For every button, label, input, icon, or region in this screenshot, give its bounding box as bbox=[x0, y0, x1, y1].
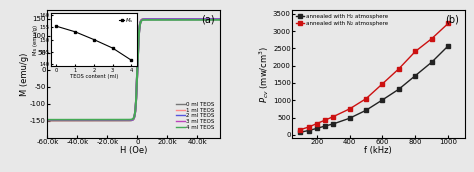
0 ml TEOS bbox=[66, 120, 72, 122]
Line: annealed with H₂ atmosphere: annealed with H₂ atmosphere bbox=[298, 44, 450, 134]
Line: 0 ml TEOS: 0 ml TEOS bbox=[47, 19, 220, 121]
0 ml TEOS bbox=[100, 120, 106, 122]
annealed with H₂ atmosphere bbox=[363, 109, 369, 111]
annealed with H₂ atmosphere bbox=[330, 123, 336, 125]
0 ml TEOS bbox=[187, 18, 193, 20]
annealed with N₂ atmosphere bbox=[306, 126, 311, 128]
1 ml TEOS bbox=[100, 119, 106, 121]
X-axis label: f (kHz): f (kHz) bbox=[365, 146, 392, 155]
Text: (a): (a) bbox=[201, 14, 215, 24]
annealed with H₂ atmosphere bbox=[347, 117, 353, 119]
annealed with H₂ atmosphere bbox=[412, 75, 418, 77]
annealed with N₂ atmosphere bbox=[363, 98, 369, 100]
2 ml TEOS bbox=[197, 18, 203, 20]
annealed with H₂ atmosphere bbox=[298, 131, 303, 133]
Legend: annealed with H₂ atmosphere, annealed with N₂ atmosphere: annealed with H₂ atmosphere, annealed wi… bbox=[295, 13, 389, 27]
3 ml TEOS bbox=[217, 18, 223, 20]
annealed with N₂ atmosphere bbox=[396, 68, 401, 70]
4 ml TEOS bbox=[197, 19, 203, 21]
4 ml TEOS bbox=[143, 19, 149, 21]
4 ml TEOS bbox=[66, 119, 72, 121]
2 ml TEOS bbox=[100, 119, 106, 121]
3 ml TEOS bbox=[187, 18, 193, 20]
1 ml TEOS bbox=[217, 18, 223, 20]
Line: 4 ml TEOS: 4 ml TEOS bbox=[47, 20, 220, 120]
1 ml TEOS bbox=[151, 18, 156, 20]
1 ml TEOS bbox=[143, 18, 149, 20]
4 ml TEOS bbox=[100, 119, 106, 121]
annealed with N₂ atmosphere bbox=[445, 22, 451, 24]
annealed with N₂ atmosphere bbox=[314, 123, 319, 125]
annealed with N₂ atmosphere bbox=[380, 83, 385, 85]
1 ml TEOS bbox=[48, 119, 54, 121]
3 ml TEOS bbox=[48, 119, 54, 121]
Y-axis label: $P_{cv}$ (mw/cm$^3$): $P_{cv}$ (mw/cm$^3$) bbox=[257, 45, 272, 103]
Text: (b): (b) bbox=[446, 14, 459, 24]
Line: 3 ml TEOS: 3 ml TEOS bbox=[47, 19, 220, 120]
0 ml TEOS bbox=[197, 18, 203, 20]
0 ml TEOS bbox=[45, 120, 50, 122]
annealed with H₂ atmosphere bbox=[306, 130, 311, 132]
1 ml TEOS bbox=[66, 119, 72, 121]
2 ml TEOS bbox=[48, 119, 54, 121]
4 ml TEOS bbox=[217, 19, 223, 21]
2 ml TEOS bbox=[151, 18, 156, 20]
annealed with H₂ atmosphere bbox=[322, 125, 328, 127]
2 ml TEOS bbox=[143, 18, 149, 20]
annealed with N₂ atmosphere bbox=[322, 119, 328, 121]
2 ml TEOS bbox=[217, 18, 223, 20]
annealed with N₂ atmosphere bbox=[347, 108, 353, 110]
Line: 2 ml TEOS: 2 ml TEOS bbox=[47, 19, 220, 120]
1 ml TEOS bbox=[197, 18, 203, 20]
Line: annealed with N₂ atmosphere: annealed with N₂ atmosphere bbox=[298, 21, 450, 132]
annealed with N₂ atmosphere bbox=[330, 116, 336, 118]
annealed with H₂ atmosphere bbox=[380, 99, 385, 101]
annealed with N₂ atmosphere bbox=[429, 38, 435, 40]
annealed with N₂ atmosphere bbox=[412, 50, 418, 52]
4 ml TEOS bbox=[151, 19, 156, 21]
4 ml TEOS bbox=[187, 19, 193, 21]
1 ml TEOS bbox=[45, 119, 50, 121]
0 ml TEOS bbox=[151, 18, 156, 20]
4 ml TEOS bbox=[48, 119, 54, 121]
Y-axis label: M (emu/g): M (emu/g) bbox=[19, 52, 28, 96]
annealed with N₂ atmosphere bbox=[298, 129, 303, 131]
0 ml TEOS bbox=[217, 18, 223, 20]
Legend: 0 ml TEOS, 1 ml TEOS, 2 ml TEOS, 3 ml TEOS, 4 ml TEOS: 0 ml TEOS, 1 ml TEOS, 2 ml TEOS, 3 ml TE… bbox=[174, 99, 217, 132]
2 ml TEOS bbox=[187, 18, 193, 20]
3 ml TEOS bbox=[100, 119, 106, 121]
3 ml TEOS bbox=[151, 18, 156, 20]
4 ml TEOS bbox=[45, 119, 50, 121]
2 ml TEOS bbox=[45, 119, 50, 121]
annealed with H₂ atmosphere bbox=[396, 88, 401, 90]
annealed with H₂ atmosphere bbox=[445, 45, 451, 47]
annealed with H₂ atmosphere bbox=[429, 61, 435, 63]
3 ml TEOS bbox=[197, 18, 203, 20]
X-axis label: H (Oe): H (Oe) bbox=[120, 146, 147, 155]
Line: 1 ml TEOS: 1 ml TEOS bbox=[47, 19, 220, 120]
0 ml TEOS bbox=[48, 120, 54, 122]
3 ml TEOS bbox=[66, 119, 72, 121]
1 ml TEOS bbox=[187, 18, 193, 20]
0 ml TEOS bbox=[143, 18, 149, 20]
annealed with H₂ atmosphere bbox=[314, 127, 319, 130]
3 ml TEOS bbox=[143, 18, 149, 20]
3 ml TEOS bbox=[45, 119, 50, 121]
2 ml TEOS bbox=[66, 119, 72, 121]
